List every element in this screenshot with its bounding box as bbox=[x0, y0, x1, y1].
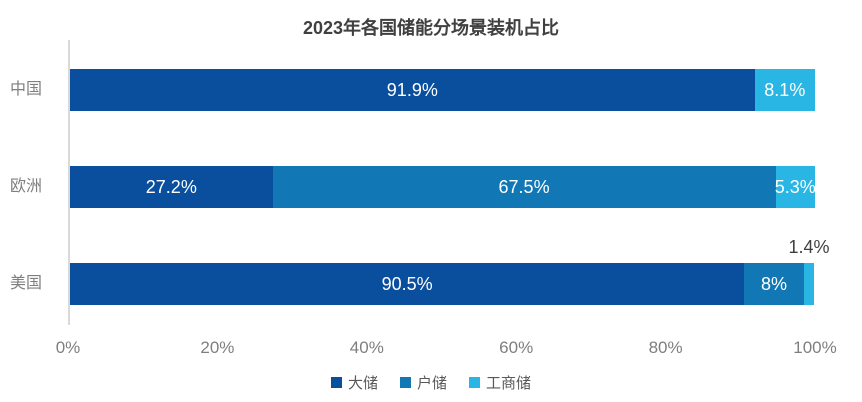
bar-segment-commercial-industrial: 8.1% bbox=[754, 69, 815, 111]
legend-label: 大储 bbox=[347, 375, 378, 392]
bar-segment-commercial-industrial bbox=[803, 263, 815, 305]
bar-row: 27.2% 67.5% 5.3% bbox=[70, 166, 816, 208]
legend-swatch bbox=[330, 377, 342, 388]
bar-segment-utility: 90.5% bbox=[70, 263, 745, 305]
x-tick-label: 80% bbox=[648, 338, 683, 357]
x-tick-label: 100% bbox=[793, 338, 837, 357]
x-tick-label: 20% bbox=[200, 338, 235, 357]
bar-segment-utility: 27.2% bbox=[70, 166, 273, 208]
bar-value-label: 8% bbox=[761, 273, 788, 294]
y-axis-labels: 中国 欧洲 美国 bbox=[0, 40, 68, 325]
legend: 大储 户储 工商储 bbox=[0, 372, 862, 393]
legend-item-utility: 大储 bbox=[330, 372, 378, 393]
bar-value-label-outside: 1.4% bbox=[788, 237, 830, 257]
bar-segment-residential: 67.5% bbox=[272, 166, 776, 208]
chart-body: 中国欧洲美国 91.9% 8.1% 27.2% 67.5% 5.3% 90.5% 8% 1.4… bbox=[0, 40, 830, 325]
legend-swatch bbox=[469, 377, 480, 388]
category-label: 欧洲 bbox=[10, 178, 43, 195]
bar-segment-utility: 91.9% bbox=[70, 69, 755, 111]
bar-value-label: 5.3% bbox=[774, 176, 816, 197]
bar-segment-residential: 8% bbox=[744, 263, 804, 305]
x-axis: 0% 20% 40% 60% 80% 100% bbox=[56, 325, 837, 372]
bar-value-label: 67.5% bbox=[498, 176, 550, 197]
x-tick-label: 0% bbox=[55, 338, 81, 357]
plot-area: 91.9% 8.1% 27.2% 67.5% 5.3% 90.5% 8% 1.4% bbox=[68, 40, 830, 325]
legend-swatch bbox=[399, 377, 411, 388]
category-label: 美国 bbox=[10, 275, 43, 292]
bar-segment-commercial-industrial: 5.3% bbox=[774, 166, 816, 208]
bar-value-label: 8.1% bbox=[764, 79, 806, 100]
category-label: 中国 bbox=[10, 81, 43, 98]
x-tick-label: 60% bbox=[499, 338, 534, 357]
bar-row: 90.5% 8% 1.4% bbox=[70, 237, 830, 305]
bar-value-label: 90.5% bbox=[381, 273, 433, 294]
legend-item-residential: 户储 bbox=[399, 372, 447, 393]
legend-label: 户储 bbox=[416, 375, 447, 392]
bar-row: 91.9% 8.1% bbox=[70, 69, 815, 111]
x-tick-label: 40% bbox=[349, 338, 384, 357]
legend-label: 工商储 bbox=[486, 375, 532, 392]
bar-value-label: 27.2% bbox=[145, 176, 197, 197]
bar-value-label: 91.9% bbox=[386, 79, 438, 100]
legend-item-commercial-industrial: 工商储 bbox=[469, 372, 531, 393]
chart-title: 2023年各国储能分场景装机占比 bbox=[302, 18, 560, 38]
